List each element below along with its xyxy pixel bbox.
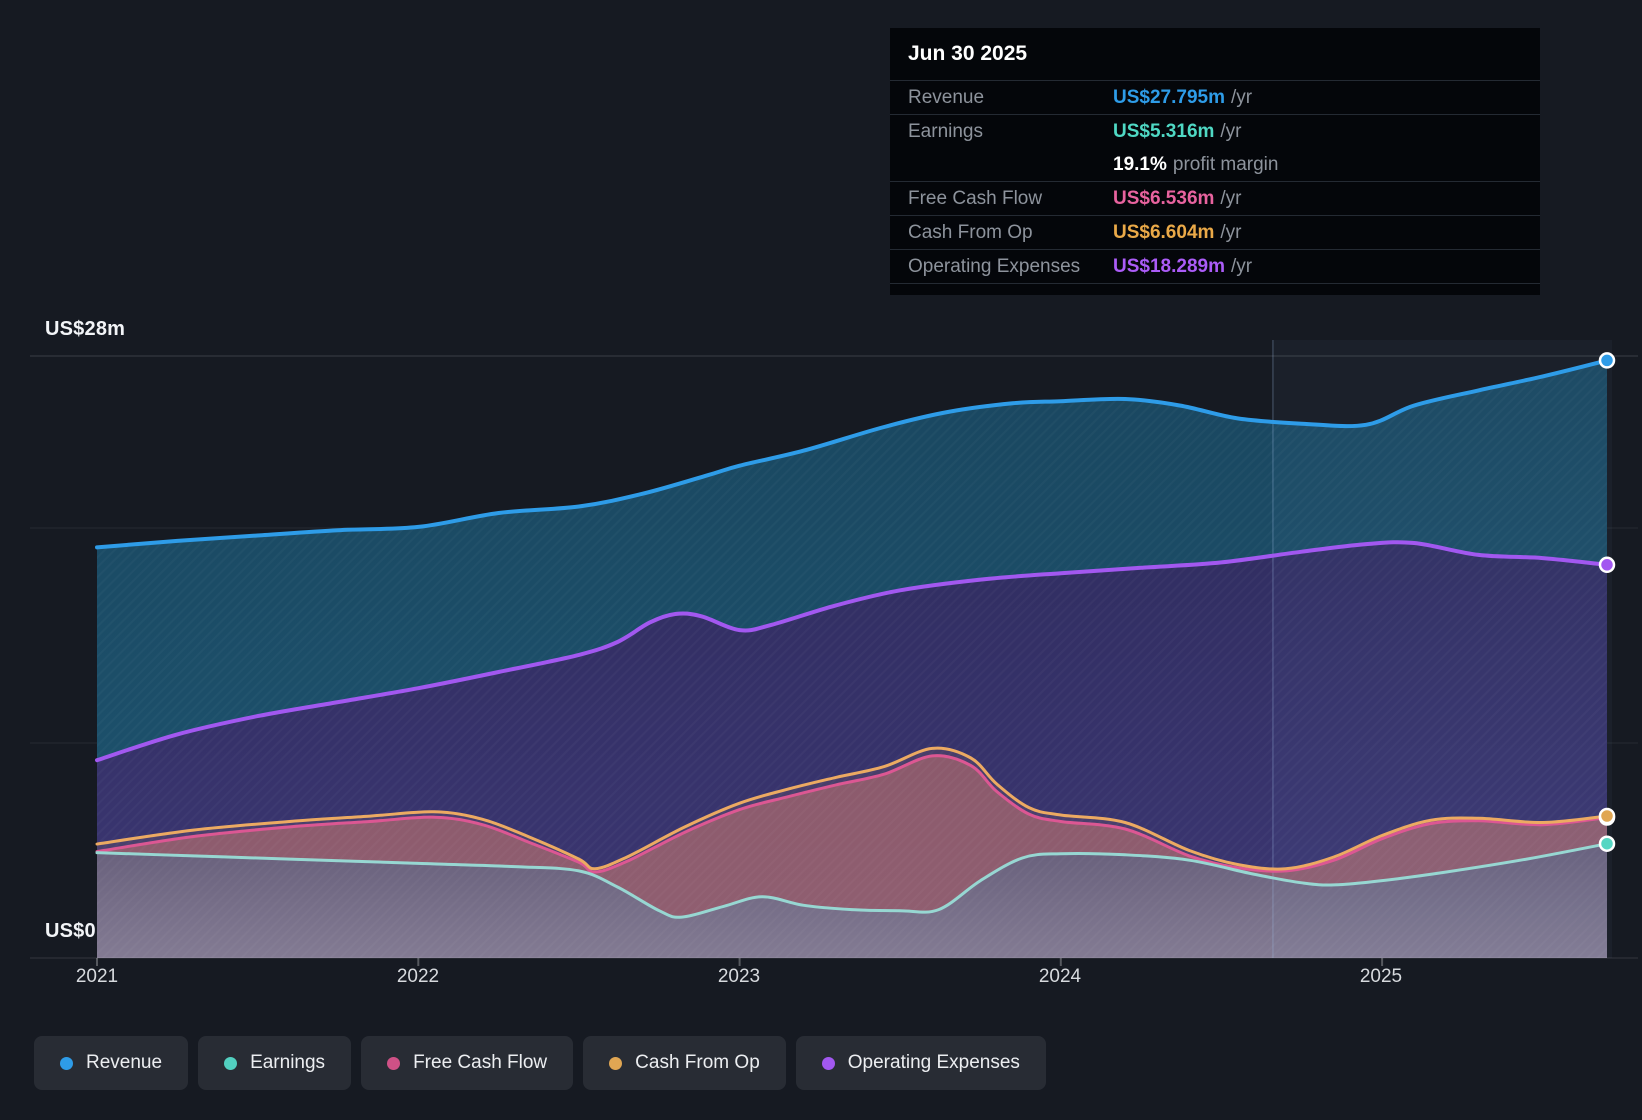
tooltip-date: Jun 30 2025	[890, 28, 1540, 81]
endpoint-dot-revenue	[1598, 352, 1616, 369]
data-tooltip-panel: Jun 30 2025 Revenue US$27.795m /yr Earni…	[890, 28, 1540, 295]
tooltip-suffix: /yr	[1220, 120, 1242, 142]
tooltip-value: US$5.316m	[1113, 120, 1215, 142]
y-axis-zero-label: US$0	[45, 920, 96, 942]
line-free-cash-flow	[95, 754, 1609, 874]
tooltip-row-cash-from-op: Cash From Op US$6.604m /yr	[890, 216, 1540, 250]
y-axis-max-label: US$28m	[45, 318, 126, 340]
tooltip-value: US$27.795m	[1113, 86, 1225, 108]
hover-highlight-region	[1272, 340, 1612, 958]
legend-label: Revenue	[86, 1052, 163, 1073]
line-revenue	[95, 358, 1609, 550]
endpoint-dot-operating-expenses	[1598, 556, 1616, 574]
tooltip-row-earnings: Earnings US$5.316m /yr	[890, 115, 1540, 148]
tooltip-suffix: /yr	[1220, 187, 1242, 209]
cash-from-op-dot-icon	[609, 1056, 623, 1070]
tooltip-value: US$6.604m	[1113, 221, 1215, 243]
chart-legend: Revenue Earnings Free Cash Flow Cash Fro…	[34, 1036, 1046, 1090]
legend-item-earnings[interactable]: Earnings	[198, 1036, 352, 1090]
legend-item-revenue[interactable]: Revenue	[34, 1036, 189, 1090]
operating-expenses-dot-icon	[821, 1056, 835, 1070]
legend-label: Operating Expenses	[847, 1052, 1020, 1073]
x-tick-2023: 2023	[717, 966, 761, 987]
x-tick-2022: 2022	[396, 966, 440, 987]
tooltip-row-operating-expenses: Operating Expenses US$18.289m /yr	[890, 250, 1540, 284]
x-tick-2025: 2025	[1359, 966, 1403, 987]
legend-label: Free Cash Flow	[413, 1052, 548, 1073]
tooltip-label: Earnings	[908, 120, 983, 142]
free-cash-flow-dot-icon	[387, 1056, 401, 1070]
earnings-dot-icon	[224, 1056, 238, 1070]
legend-item-cash-from-op[interactable]: Cash From Op	[583, 1036, 786, 1090]
legend-item-operating-expenses[interactable]: Operating Expenses	[795, 1036, 1046, 1090]
tooltip-value: US$6.536m	[1113, 187, 1215, 209]
legend-item-free-cash-flow[interactable]: Free Cash Flow	[361, 1036, 574, 1090]
tooltip-row-revenue: Revenue US$27.795m /yr	[890, 81, 1540, 115]
x-tick-2024: 2024	[1038, 966, 1082, 987]
tooltip-suffix: /yr	[1230, 255, 1253, 277]
legend-label: Cash From Op	[635, 1052, 760, 1073]
line-operating-expenses	[95, 540, 1609, 763]
tooltip-row-profit-margin: 19.1% profit margin	[890, 148, 1540, 182]
tooltip-label: Cash From Op	[908, 221, 1033, 243]
endpoint-dot-earnings	[1598, 835, 1616, 852]
line-cash-from-op	[95, 746, 1609, 871]
tooltip-label: Operating Expenses	[908, 255, 1081, 277]
line-earnings	[95, 842, 1609, 919]
profit-margin-label: profit margin	[1172, 153, 1279, 175]
tooltip-suffix: /yr	[1230, 86, 1253, 108]
profit-margin-value: 19.1%	[1113, 153, 1167, 175]
x-tick-2021: 2021	[75, 966, 119, 987]
revenue-dot-icon	[60, 1056, 73, 1070]
endpoint-dot-cash-from-op	[1598, 807, 1616, 825]
tooltip-label: Revenue	[908, 86, 985, 108]
legend-label: Earnings	[250, 1052, 326, 1073]
tooltip-suffix: /yr	[1220, 221, 1242, 243]
tooltip-label: Free Cash Flow	[908, 187, 1043, 209]
tooltip-value: US$18.289m	[1113, 255, 1225, 277]
tooltip-row-free-cash-flow: Free Cash Flow US$6.536m /yr	[890, 182, 1540, 216]
